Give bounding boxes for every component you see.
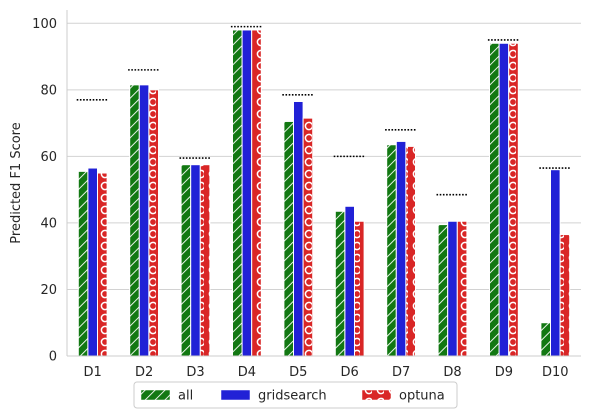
bar-gridsearch-D7 bbox=[395, 140, 407, 357]
bar-all-D2 bbox=[129, 84, 140, 357]
legend-box bbox=[133, 381, 458, 409]
bar-optuna-D7 bbox=[405, 145, 416, 357]
bar-optuna-D9 bbox=[508, 42, 519, 357]
x-tick-label: D7 bbox=[392, 365, 410, 380]
legend-label-optuna: optuna bbox=[399, 389, 445, 404]
legend-swatch-all bbox=[140, 389, 171, 401]
legend-label-gridsearch: gridsearch bbox=[258, 389, 327, 404]
x-tick-label: D6 bbox=[341, 365, 359, 380]
x-tick-label: D3 bbox=[186, 365, 204, 380]
bar-gridsearch-D6 bbox=[344, 205, 355, 357]
x-tick-label: D4 bbox=[238, 365, 256, 380]
legend-label-all: all bbox=[178, 389, 193, 404]
bar-gridsearch-D4 bbox=[241, 29, 253, 357]
y-tick-label: 60 bbox=[40, 150, 57, 165]
bar-gridsearch-D5 bbox=[293, 100, 304, 357]
bar-all-D7 bbox=[386, 144, 397, 357]
reference-lines bbox=[76, 25, 572, 196]
bar-optuna-D6 bbox=[354, 220, 365, 357]
bar-all-D4 bbox=[232, 29, 243, 357]
y-tick-label: 0 bbox=[49, 350, 57, 365]
bars bbox=[77, 29, 571, 357]
axes: 0 20 40 60 80 100 D1 D2 D3 D4 D5 D6 D7 D8 D9 D10 Predict… bbox=[9, 10, 581, 380]
bar-optuna-D5 bbox=[302, 117, 314, 357]
y-tick-label: 40 bbox=[40, 216, 57, 231]
bar-optuna-D3 bbox=[199, 164, 211, 357]
bar-gridsearch-D9 bbox=[498, 42, 510, 357]
bar-all-D9 bbox=[489, 42, 500, 357]
bar-optuna-D2 bbox=[148, 89, 159, 357]
y-tick-label: 100 bbox=[32, 17, 57, 32]
bar-all-D1 bbox=[77, 170, 89, 357]
x-tick-label: D9 bbox=[495, 365, 513, 380]
bar-all-D5 bbox=[283, 120, 294, 357]
legend-swatch-optuna bbox=[361, 389, 392, 401]
bar-all-D6 bbox=[334, 210, 346, 357]
x-tick-label: D5 bbox=[289, 365, 307, 380]
legend: all gridsearch optuna bbox=[133, 381, 458, 409]
x-tick-label: D8 bbox=[443, 365, 461, 380]
bar-optuna-D10 bbox=[559, 234, 571, 357]
x-tick-label: D1 bbox=[84, 365, 102, 380]
legend-swatch-gridsearch bbox=[220, 389, 251, 401]
bar-all-D8 bbox=[437, 224, 449, 357]
bar-gridsearch-D2 bbox=[138, 84, 150, 357]
bar-gridsearch-D8 bbox=[447, 220, 458, 357]
x-tick-label: D2 bbox=[135, 365, 153, 380]
bar-optuna-D1 bbox=[97, 172, 108, 357]
bar-gridsearch-D10 bbox=[550, 169, 561, 357]
x-tick-label: D10 bbox=[542, 365, 569, 380]
bar-all-D10 bbox=[540, 322, 552, 357]
bar-gridsearch-D1 bbox=[87, 167, 99, 357]
y-axis-title: Predicted F1 Score bbox=[9, 122, 24, 243]
y-tick-label: 80 bbox=[40, 83, 57, 98]
bar-optuna-D8 bbox=[456, 220, 468, 357]
y-tick-label: 20 bbox=[40, 283, 57, 298]
bar-gridsearch-D3 bbox=[190, 164, 201, 357]
bar-all-D3 bbox=[180, 164, 192, 357]
bar-optuna-D4 bbox=[251, 29, 262, 357]
